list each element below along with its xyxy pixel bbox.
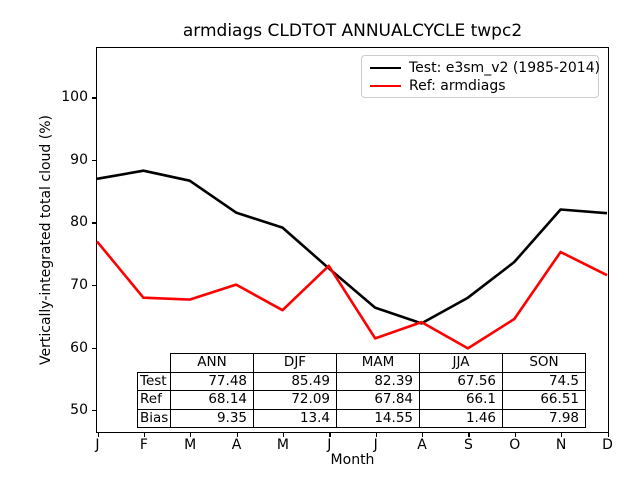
table-value-cell: 82.39 (336, 371, 420, 392)
table-column-header: SON (502, 353, 586, 373)
y-tick-label: 50 (70, 402, 88, 419)
x-tick-mark (375, 433, 377, 437)
stats-table: ANN DJF MAM JJA SON Test 77.48 85.49 82.39 67.56 7… (137, 353, 586, 429)
legend: Test: e3sm_v2 (1985-2014) Ref: armdiags (361, 55, 601, 98)
table-value-cell: 13.4 (253, 408, 337, 429)
table-row: Test 77.48 85.49 82.39 67.56 74.5 (137, 371, 586, 392)
table-value-cell: 67.84 (336, 390, 420, 410)
legend-label: Ref: armdiags (409, 78, 506, 94)
table-column-header: ANN (170, 353, 254, 373)
chart-title: armdiags CLDTOT ANNUALCYCLE twpc2 (182, 21, 523, 41)
x-axis-label: Month (330, 452, 375, 468)
table-value-cell: 85.49 (253, 371, 337, 392)
y-tick-label: 100 (61, 89, 88, 106)
table-value-cell: 7.98 (502, 408, 586, 429)
legend-item: Ref: armdiags (362, 77, 598, 95)
x-tick-label: J (327, 437, 332, 453)
table-value-cell: 9.35 (170, 408, 254, 429)
table-row: Ref 68.14 72.09 67.84 66.1 66.51 (137, 390, 586, 410)
series-line-0 (96, 169, 608, 325)
y-axis-label: Vertically-integrated total cloud (%) (38, 115, 54, 365)
table-column-header: MAM (336, 353, 420, 373)
table-value-cell: 68.14 (170, 390, 254, 410)
series-lines (95, 169, 608, 350)
x-tick-mark (282, 433, 285, 437)
y-tick-label: 70 (70, 277, 88, 294)
legend-line-swatch (370, 84, 401, 88)
x-tick-label: D (602, 437, 613, 453)
x-tick-label: J (95, 437, 100, 453)
x-tick-label: A (417, 437, 427, 453)
x-tick-mark (422, 433, 424, 437)
legend-item: Test: e3sm_v2 (1985-2014) (362, 59, 601, 77)
table-value-cell: 1.46 (419, 408, 503, 429)
y-tick-label: 60 (70, 339, 88, 356)
table-column-header: DJF (253, 353, 337, 373)
table-row-label: Bias (137, 408, 171, 429)
x-tick-label: N (555, 437, 567, 453)
y-tick-mark (92, 347, 96, 349)
table-value-cell: 66.51 (502, 390, 586, 410)
x-tick-label: A (231, 437, 242, 453)
legend-line-swatch (370, 66, 401, 70)
series-line-1 (95, 240, 608, 350)
x-tick-mark (561, 433, 563, 437)
table-value-cell: 72.09 (253, 390, 337, 410)
y-tick-label: 80 (70, 214, 88, 231)
table-row-label: Ref (137, 390, 171, 410)
x-tick-mark (514, 433, 516, 437)
table-row-label: Test (137, 371, 171, 392)
x-tick-label: F (139, 437, 148, 453)
x-tick-mark (97, 433, 99, 437)
y-tick-label: 90 (70, 151, 88, 168)
x-tick-label: J (373, 437, 378, 453)
y-tick-mark (92, 410, 96, 412)
table-value-cell: 74.5 (502, 371, 586, 392)
x-tick-mark (607, 433, 609, 437)
legend-label: Test: e3sm_v2 (1985-2014) (409, 60, 601, 76)
table-row: Bias 9.35 13.4 14.55 1.46 7.98 (137, 408, 586, 429)
x-tick-label: M (184, 437, 197, 453)
x-tick-label: M (276, 437, 289, 453)
table-value-cell: 77.48 (170, 371, 254, 392)
x-tick-mark (329, 433, 331, 437)
y-tick-mark (92, 285, 96, 287)
x-tick-mark (468, 433, 470, 437)
x-tick-mark (236, 433, 238, 437)
y-tick-mark (92, 222, 96, 224)
table-value-cell: 14.55 (336, 408, 420, 429)
y-tick-mark (92, 159, 96, 162)
x-tick-mark (143, 433, 146, 437)
table-corner-blank (138, 354, 171, 373)
table-column-header: JJA (419, 353, 503, 373)
y-tick-mark (92, 97, 96, 99)
table-value-cell: 67.56 (419, 371, 503, 392)
table-value-cell: 66.1 (419, 390, 503, 410)
x-tick-label: O (509, 437, 521, 453)
x-tick-mark (190, 433, 192, 437)
x-tick-label: S (463, 437, 473, 453)
